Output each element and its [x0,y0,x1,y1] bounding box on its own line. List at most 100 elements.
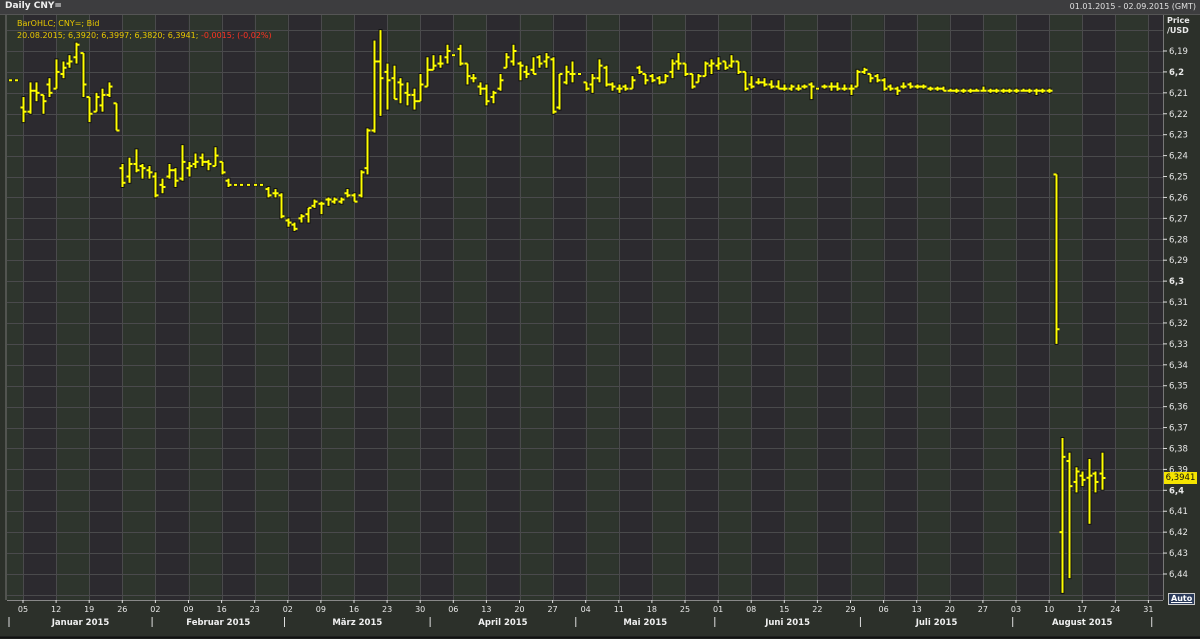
y-tick-label: 6,43 [1169,549,1188,559]
x-tick-label: 08 [746,605,756,614]
y-tick-label: 6,42 [1169,528,1188,538]
ohlc-bar [179,144,186,182]
ohlc-bar [881,77,888,92]
y-tick-label: 6,3 [1169,277,1184,287]
week-band [1115,15,1149,600]
ohlc-bar [914,83,921,90]
month-label: April 2015 [478,618,527,628]
ohlc-bar [351,192,358,203]
ohlc-bar [656,75,663,86]
week-band [155,15,189,600]
y-tick-label: 6,28 [1169,235,1188,245]
x-tick-label: 16 [349,605,359,614]
ohlc-bar [907,81,914,90]
ohlc-bar [46,77,53,99]
week-band [784,15,818,600]
x-tick-label: 19 [84,605,94,614]
ohlc-bar [139,162,146,180]
x-tick-label: 12 [51,605,61,614]
ohlc-bar [728,54,735,69]
ohlc-bar [530,56,537,76]
ohlc-bar [338,196,345,205]
ohlc-bar [536,54,543,69]
date-range: 01.01.2015 - 02.09.2015 (GMT) [1069,2,1196,11]
ohlc-bar [563,64,570,86]
month-label: Mai 2015 [623,618,667,628]
x-tick-label: 09 [316,605,326,614]
ohlc-bar [159,177,166,195]
ohlc-bar [272,188,279,199]
ohlc-bar [556,73,563,111]
last-price-label: 6,3941 [1164,472,1197,484]
month-label: Juli 2015 [915,618,958,628]
week-band [320,15,354,600]
auto-scale-button[interactable]: Auto [1168,593,1196,605]
month-label: Januar 2015 [51,618,110,628]
month-label: März 2015 [332,618,382,628]
y-axis-title-price: Price [1167,16,1190,25]
month-label: August 2015 [1052,618,1113,628]
week-band [585,15,619,600]
ohlc-bar [384,62,391,111]
y-tick-label: 6,29 [1169,256,1188,266]
ohlc-bar [358,169,365,199]
week-band [883,15,917,600]
y-tick-label: 6,24 [1169,152,1188,162]
ohlc-bar [715,56,722,71]
ohlc-bar [662,73,669,84]
ohlc-bar [569,60,576,84]
legend: BarOHLC; CNY=; Bid 20.08.2015; 6,3920; 6… [17,18,272,42]
ohlc-bars [8,29,1106,594]
ohlc-bar [73,41,80,65]
week-band [685,15,719,600]
week-band [651,15,685,600]
ohlc-bar [682,62,689,78]
y-axis-panel [1163,15,1200,600]
ohlc-bar [543,52,550,69]
week-band [254,15,288,600]
ohlc-bar [1092,470,1099,494]
ohlc-bar [801,83,808,90]
ohlc-bar [1099,451,1106,491]
ohlc-bar [867,73,874,84]
x-tick-label: 13 [481,605,491,614]
y-tick-label: 6,35 [1169,382,1188,392]
x-tick-label: 04 [581,605,591,614]
ohlc-bar [1033,87,1040,96]
x-tick-label: 02 [283,605,293,614]
ohlc-bar [106,81,113,99]
y-tick-label: 6,25 [1169,173,1188,183]
ohlc-bar [550,56,557,115]
ohlc-chart[interactable]: 6,19 6,2 6,21 6,22 6,23 6,24 6,25 6,26 6,27 6,28 6… [0,15,1200,639]
chart-header: Daily CNY= 01.01.2015 - 02.09.2015 (GMT) [0,0,1200,15]
ohlc-bar [86,96,93,124]
ohlc-bar [152,171,159,199]
ohlc-bar [404,81,411,107]
x-axis-panel [0,600,1200,639]
ohlc-bar [470,73,477,84]
week-band [7,15,23,600]
x-tick-label: 02 [150,605,160,614]
ohlc-bar [768,79,775,90]
ohlc-bar [1013,87,1020,94]
ohlc-bar [980,85,987,92]
y-tick-label: 6,21 [1169,89,1188,99]
ohlc-bar [795,83,802,92]
ohlc-bar [788,83,795,92]
week-band [1049,15,1083,600]
ohlc-bar [848,83,855,96]
y-tick-label: 6,41 [1169,507,1188,517]
week-band [420,15,454,600]
ohlc-bar [748,75,755,90]
x-tick-label: 27 [548,605,558,614]
week-band [850,15,884,600]
ohlc-bar [649,73,656,84]
ohlc-bar [669,58,676,80]
ohlc-bar [973,87,980,92]
ohlc-bar [808,81,815,101]
ohlc-bar [947,87,954,92]
ohlc-bar [1059,437,1066,594]
week-band [23,15,57,600]
week-band [453,15,487,600]
x-tick-label: 23 [250,605,260,614]
